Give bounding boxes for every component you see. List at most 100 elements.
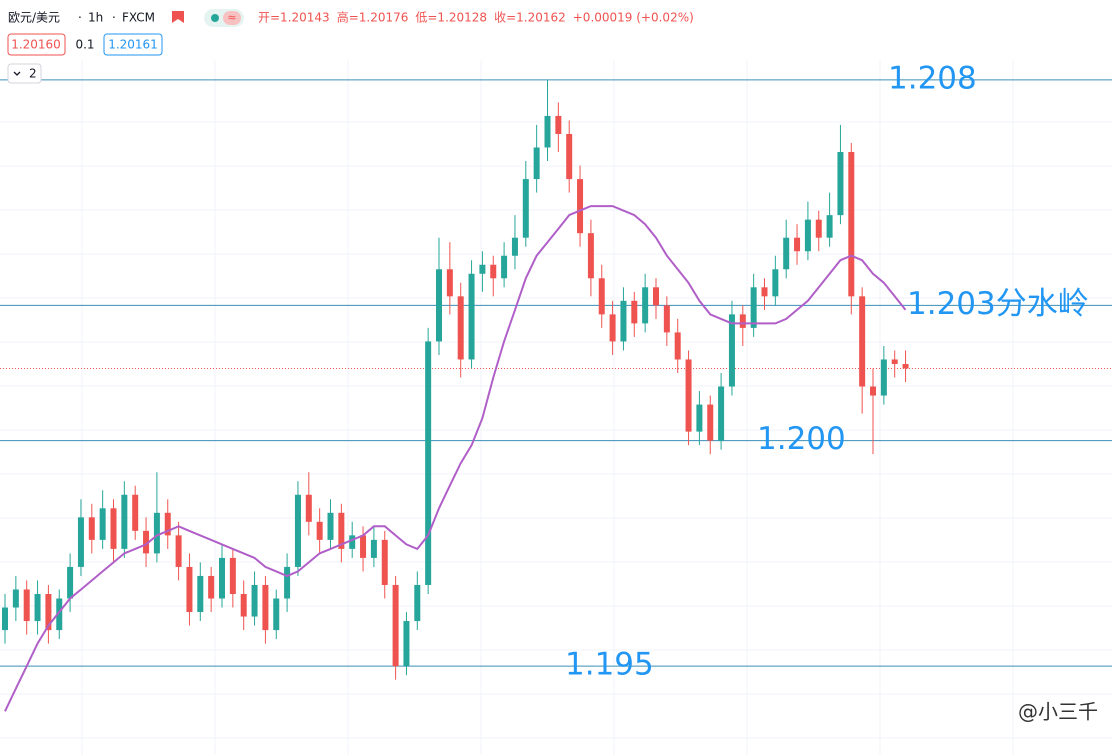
candle-body <box>902 363 909 369</box>
candle-body <box>186 566 193 613</box>
chevron-icon <box>13 71 21 76</box>
candle-body <box>783 237 790 270</box>
candle-body <box>815 219 822 238</box>
candle-body <box>229 557 236 594</box>
candle-body <box>739 314 746 328</box>
candle-body <box>403 621 410 667</box>
candle-body <box>761 287 768 297</box>
candle-body <box>544 115 551 148</box>
candle-body <box>696 404 703 432</box>
candle-body <box>262 584 269 631</box>
candle-body <box>77 517 84 567</box>
legend-item: +0.00019 (+0.02%) <box>573 11 694 25</box>
candle-body <box>67 566 74 599</box>
level-label: 1.200 <box>757 421 846 457</box>
level-label: 1.208 <box>888 60 977 96</box>
status-icon: ≈ <box>227 11 236 24</box>
candle-body <box>175 535 182 567</box>
candle-body <box>707 404 714 441</box>
candle-body <box>2 607 8 631</box>
candle-body <box>479 264 486 274</box>
source: FXCM <box>122 11 155 25</box>
candle-body <box>392 584 399 667</box>
candle-body <box>240 593 247 617</box>
candle-body <box>414 584 421 622</box>
candle-body <box>164 512 171 536</box>
candle-body <box>349 535 356 549</box>
candle-body <box>870 386 876 396</box>
candle-body <box>511 237 518 256</box>
candle-body <box>826 215 833 238</box>
candle-body <box>728 314 735 387</box>
candle-body <box>804 219 811 252</box>
level-label: 1.195 <box>565 647 654 683</box>
candle-body <box>674 332 681 360</box>
bid-price: 1.20160 <box>11 38 61 52</box>
candle-body <box>327 512 334 540</box>
candle-body <box>45 593 52 631</box>
legend-item: 收=1.20162 <box>494 11 566 25</box>
candle-body <box>501 255 508 279</box>
candle-body <box>685 359 692 432</box>
ask-box[interactable] <box>103 33 163 56</box>
candle-body <box>880 359 887 396</box>
candle-body <box>750 287 757 328</box>
candle-body <box>132 494 139 531</box>
status-pill-part <box>223 11 241 25</box>
candle-body <box>609 314 616 342</box>
background-grid <box>0 60 1112 755</box>
candle-body <box>153 512 160 554</box>
indicator-toggle[interactable] <box>7 63 42 84</box>
candle-body <box>891 359 898 364</box>
moving-average <box>4 205 907 712</box>
candle-body <box>208 575 215 599</box>
candle-body <box>56 598 63 631</box>
candle-body <box>273 598 280 631</box>
candle-body <box>370 539 377 558</box>
bid-box[interactable] <box>7 33 66 56</box>
candle-body <box>468 273 475 360</box>
candle-body <box>23 589 30 622</box>
separator: · <box>112 11 116 25</box>
candle-body <box>143 530 150 554</box>
candle-body <box>197 575 204 613</box>
symbol: 欧元/美元 <box>8 11 60 25</box>
candle-body <box>522 179 529 238</box>
candle-body <box>360 535 367 558</box>
candle-body <box>338 512 345 549</box>
candle-body <box>436 269 442 342</box>
indicator-count: 2 <box>29 67 37 81</box>
interval: 1h <box>88 11 103 25</box>
flag-icon[interactable] <box>172 11 184 23</box>
legend-item: 低=1.20128 <box>415 11 487 25</box>
watermark: @小三千 <box>1018 700 1098 724</box>
level-label: 1.203分水岭 <box>907 286 1089 322</box>
candle-body <box>533 147 540 180</box>
candle-body <box>642 287 649 324</box>
status-dot <box>211 14 219 22</box>
candle-body <box>446 269 453 297</box>
candle-body <box>577 179 584 234</box>
candle-body <box>457 296 464 360</box>
candle-body <box>305 494 312 522</box>
legend-item: 高=1.20176 <box>337 10 409 25</box>
spread: 0.1 <box>75 38 94 52</box>
candle-body <box>110 508 117 549</box>
candle-body <box>121 494 128 549</box>
candle-body <box>555 115 562 134</box>
candle-body <box>251 584 258 617</box>
candle-body <box>99 508 106 540</box>
separator: · <box>78 11 82 25</box>
candle-body <box>653 287 659 306</box>
candle-body <box>294 494 301 567</box>
candle-body <box>490 264 497 279</box>
candle-body <box>566 133 573 180</box>
candle-body <box>620 300 627 342</box>
ohlc-legend: 开=1.20143 高=1.20176 低=1.20128 收=1.20162 +0.0… <box>258 10 694 25</box>
candle-body <box>284 566 291 599</box>
candle-body <box>12 589 19 608</box>
candle-body <box>663 305 670 333</box>
candle-body <box>718 386 725 441</box>
